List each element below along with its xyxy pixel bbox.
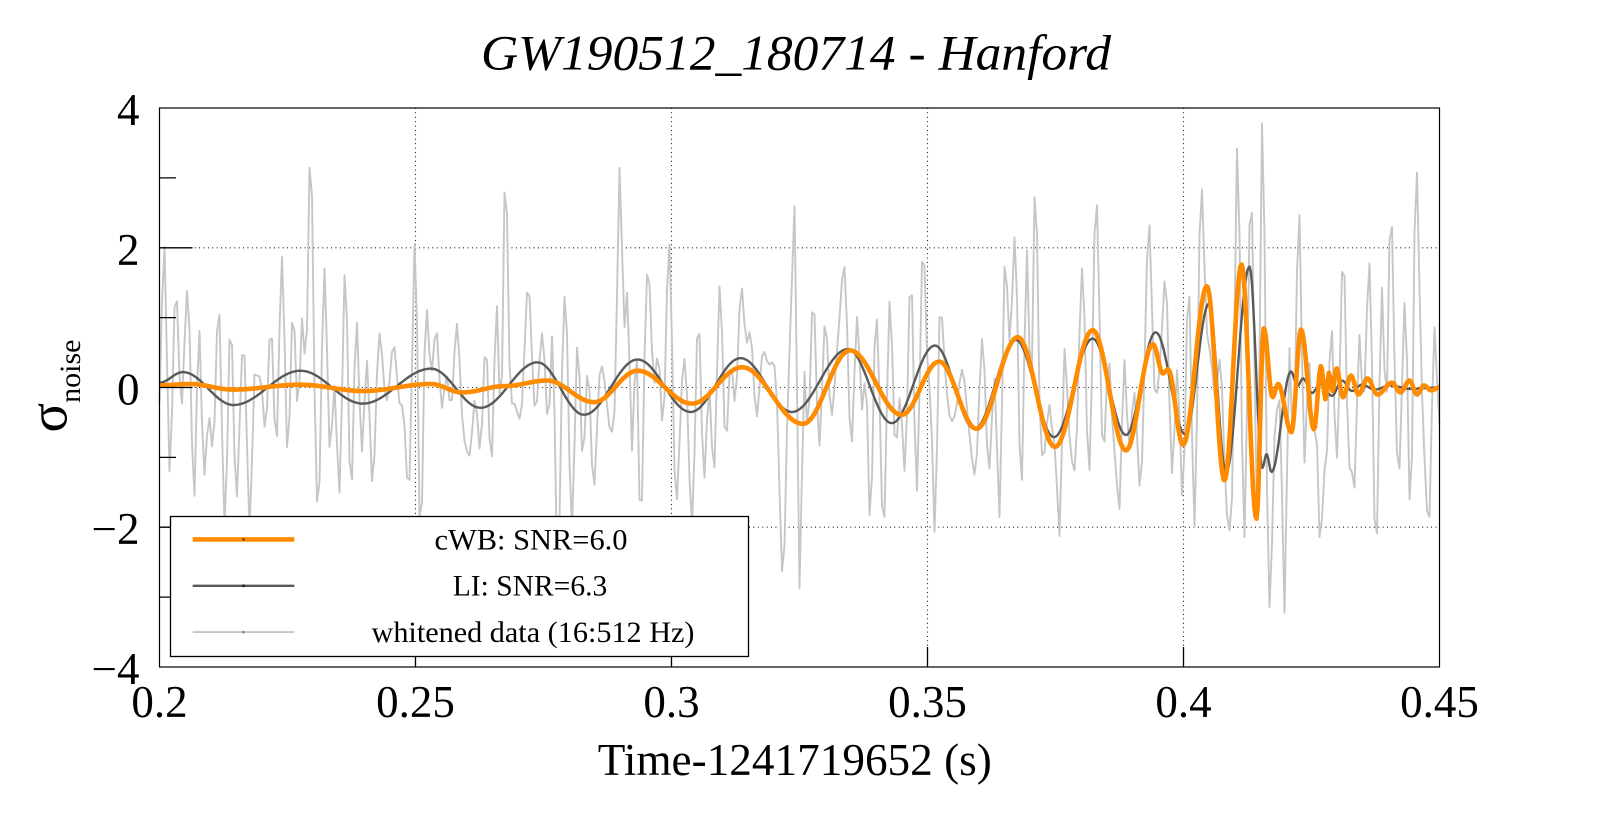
svg-text:0.4: 0.4 bbox=[1155, 677, 1211, 727]
svg-text:cWB: SNR=6.0: cWB: SNR=6.0 bbox=[435, 523, 628, 556]
svg-text:−2: −2 bbox=[92, 504, 140, 554]
svg-text:0.3: 0.3 bbox=[643, 677, 699, 727]
svg-text:0.45: 0.45 bbox=[1400, 677, 1479, 727]
svg-text:0: 0 bbox=[117, 365, 140, 415]
svg-text:0.2: 0.2 bbox=[131, 677, 187, 727]
svg-text:whitened data (16:512 Hz): whitened data (16:512 Hz) bbox=[372, 616, 695, 649]
svg-text:GW190512_180714 - Hanford: GW190512_180714 - Hanford bbox=[481, 25, 1111, 80]
svg-text:2: 2 bbox=[117, 225, 140, 275]
svg-text:−4: −4 bbox=[92, 644, 140, 694]
svg-text:LI: SNR=6.3: LI: SNR=6.3 bbox=[453, 570, 608, 603]
svg-text:Time-1241719652 (s): Time-1241719652 (s) bbox=[598, 734, 992, 785]
svg-text:0.25: 0.25 bbox=[376, 677, 455, 727]
svg-text:4: 4 bbox=[117, 85, 140, 135]
svg-text:0.35: 0.35 bbox=[888, 677, 967, 727]
